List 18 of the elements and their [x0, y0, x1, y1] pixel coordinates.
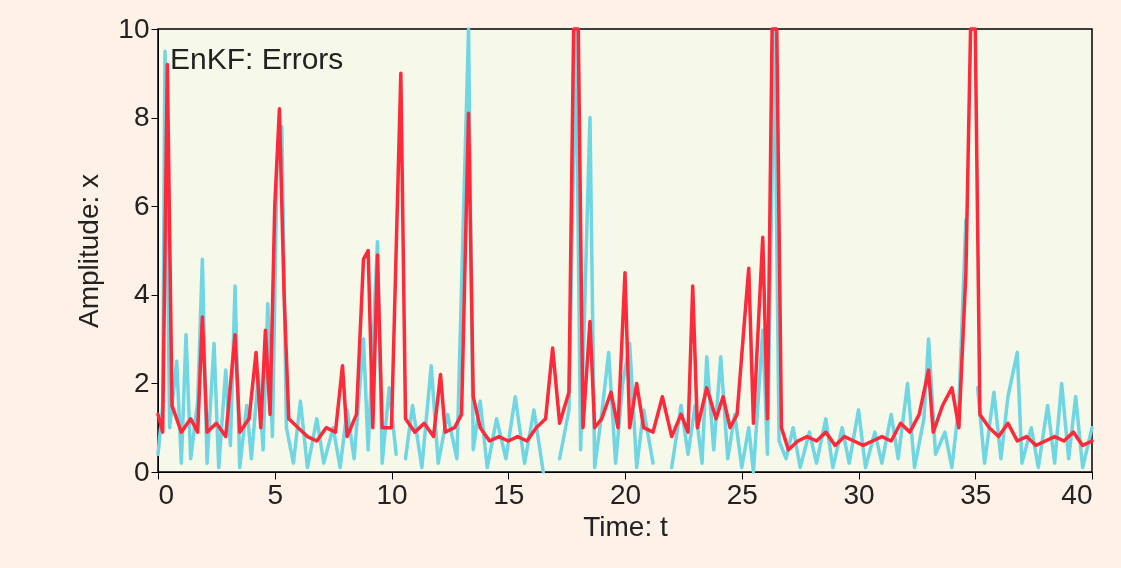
x-tick-label: 20 — [609, 478, 642, 510]
chart-title: EnKF: Errors — [170, 42, 344, 75]
x-tick-label: 25 — [726, 478, 758, 510]
y-tick-label: 8 — [133, 101, 150, 133]
x-tick-label: 30 — [843, 478, 875, 510]
x-tick-label: 5 — [267, 478, 284, 510]
x-axis-title: Time: t — [583, 510, 668, 542]
y-tick-label: 10 — [118, 12, 150, 44]
y-tick-label: 6 — [133, 189, 150, 221]
x-tick-label: 40 — [1061, 478, 1093, 510]
x-tick-label: 35 — [960, 478, 992, 510]
y-tick-label: 4 — [133, 278, 150, 310]
y-axis-title: Amplitude: x — [73, 173, 105, 329]
x-tick-label: 10 — [376, 478, 408, 510]
y-tick-label: 2 — [133, 366, 150, 398]
x-tick-label: 15 — [493, 478, 525, 510]
y-tick-label: 0 — [133, 455, 150, 487]
x-tick-label: 0 — [158, 478, 175, 510]
